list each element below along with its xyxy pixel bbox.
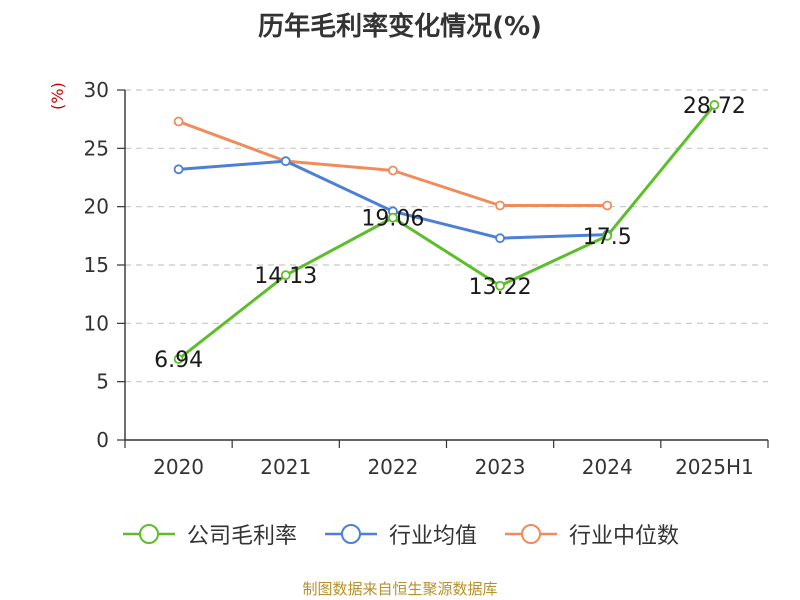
data-point [388, 212, 398, 223]
chart-plot-area: 0 5 10 15 20 25 30 2020 2021 2022 2023 2024 2025H1 6.… [84, 78, 769, 479]
data-point [280, 270, 291, 281]
data-point [709, 100, 720, 110]
data-label: 6.94 [154, 348, 203, 373]
chart-title: 历年毛利率变化情况(%) [258, 12, 542, 42]
x-tick-label: 2022 [367, 455, 418, 479]
data-point [173, 116, 184, 127]
y-tick-label: 25 [84, 136, 109, 160]
data-label: 19.06 [361, 207, 424, 232]
x-tick-label: 2024 [582, 455, 633, 479]
x-tick-label: 2025H1 [675, 455, 754, 479]
data-point [173, 164, 184, 175]
y-tick-label: 10 [84, 311, 109, 335]
data-point [388, 165, 398, 176]
x-tick-label: 2021 [260, 455, 311, 479]
x-tick-label: 2023 [475, 455, 526, 479]
series-line-0 [177, 103, 716, 361]
legend-swatch-icon [505, 524, 557, 544]
legend-swatch-icon [122, 524, 175, 544]
data-point [602, 230, 613, 241]
data-point [173, 354, 184, 364]
legend-label: 公司毛利率 [186, 524, 297, 549]
y-tick-label: 20 [84, 195, 109, 219]
legend-item[interactable]: 公司毛利率 [121, 518, 297, 550]
data-source-note: 制图数据来自恒生聚源数据库 [302, 580, 498, 598]
chart-legend: 公司毛利率 行业均值 行业中位数 [0, 518, 800, 550]
data-point [495, 233, 505, 244]
data-point [495, 200, 505, 211]
y-tick-label: 5 [96, 370, 109, 394]
legend-label: 行业均值 [388, 524, 477, 549]
y-tick-label: 30 [84, 78, 109, 102]
legend-item[interactable]: 行业中位数 [503, 518, 679, 550]
legend-swatch-icon [324, 524, 377, 544]
y-tick-label: 0 [96, 428, 109, 452]
legend-label: 行业中位数 [569, 524, 680, 549]
data-label: 17.5 [583, 225, 632, 250]
data-point [280, 156, 291, 167]
legend-item[interactable]: 行业均值 [323, 518, 477, 550]
data-label: 13.22 [469, 275, 532, 300]
data-label: 28.72 [683, 94, 746, 119]
x-tick-label: 2020 [153, 455, 204, 479]
data-label: 14.13 [254, 264, 317, 289]
data-point [602, 200, 613, 211]
data-point [495, 280, 505, 291]
y-tick-label: 15 [84, 253, 109, 277]
